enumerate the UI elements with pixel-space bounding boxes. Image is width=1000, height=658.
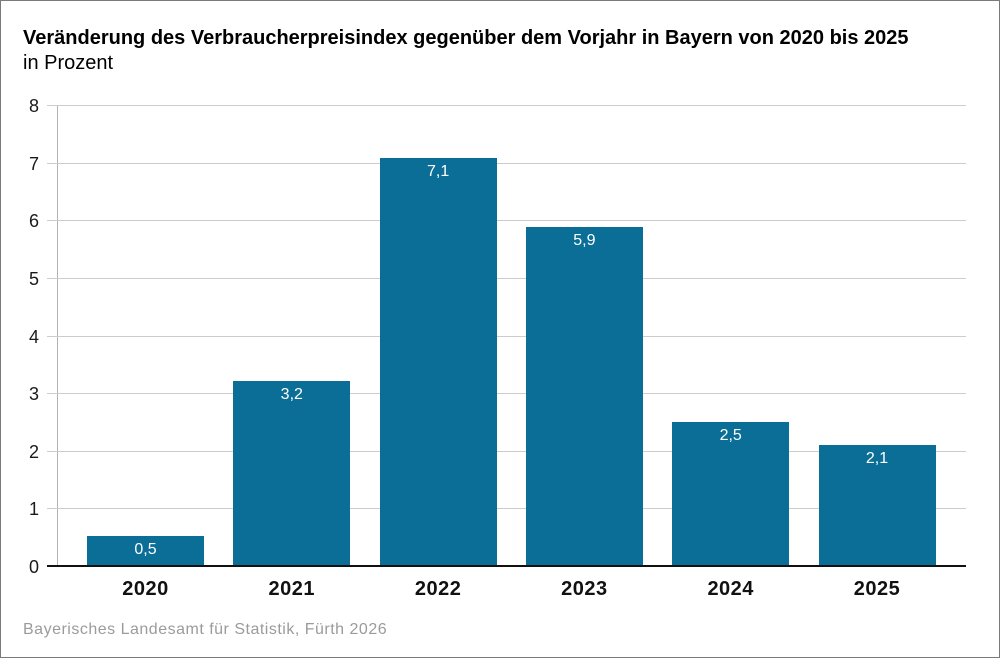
bar-value-label: 0,5 [134, 541, 157, 559]
y-axis-tick-label: 4 [28, 326, 39, 347]
gridline-y-5 [47, 277, 966, 279]
bar-value-label: 7,1 [426, 162, 450, 180]
gridline-y-4 [47, 335, 966, 337]
y-axis-tick-label: 1 [28, 499, 39, 520]
y-axis-tick-label: 7 [28, 153, 39, 174]
bar-2022: 7,1 [379, 157, 497, 565]
gridline-y-2 [47, 450, 966, 452]
gridline-y-3 [47, 393, 966, 395]
x-axis-label-2023: 2023 [561, 578, 608, 600]
y-axis-tick-label: 0 [28, 557, 39, 577]
y-axis-tick-label: 5 [28, 268, 39, 289]
x-axis-label-2024: 2024 [707, 578, 754, 600]
y-axis-tick-label: 2 [28, 441, 39, 462]
bar-value-label: 2,1 [865, 449, 889, 467]
chart-title: Veränderung des Verbraucherpreisindex ge… [23, 27, 909, 49]
x-axis-label-2020: 2020 [122, 578, 169, 600]
y-axis-tick-label: 8 [28, 96, 39, 116]
bar-2023: 5,9 [525, 226, 643, 565]
y-axis-line [57, 106, 58, 567]
x-axis-label-2022: 2022 [414, 578, 462, 600]
x-axis-label-2021: 2021 [268, 578, 316, 600]
y-axis-tick-label: 6 [28, 211, 39, 232]
chart-subtitle: in Prozent [23, 52, 114, 74]
gridline-y-7 [47, 162, 966, 164]
bar-value-label: 5,9 [573, 231, 596, 249]
x-axis-label-2025: 2025 [853, 578, 901, 600]
x-axis-baseline [47, 565, 966, 567]
bar-value-label: 3,2 [280, 386, 303, 404]
gridline-y-6 [47, 220, 966, 222]
gridline-y-1 [47, 508, 966, 510]
bar-2024: 2,5 [672, 421, 790, 565]
bar-2020: 0,5 [87, 536, 204, 565]
plot-area: 0,5 3,2 7,1 5,9 2,5 2,1 [47, 105, 966, 567]
bar-2025: 2,1 [818, 444, 936, 565]
y-axis-tick-label: 3 [28, 384, 39, 405]
gridline-y-8 [47, 105, 966, 106]
source-caption: Bayerisches Landesamt für Statistik, Für… [23, 621, 388, 638]
bar-value-label: 2,5 [719, 426, 742, 444]
bar-2021: 3,2 [233, 381, 351, 565]
